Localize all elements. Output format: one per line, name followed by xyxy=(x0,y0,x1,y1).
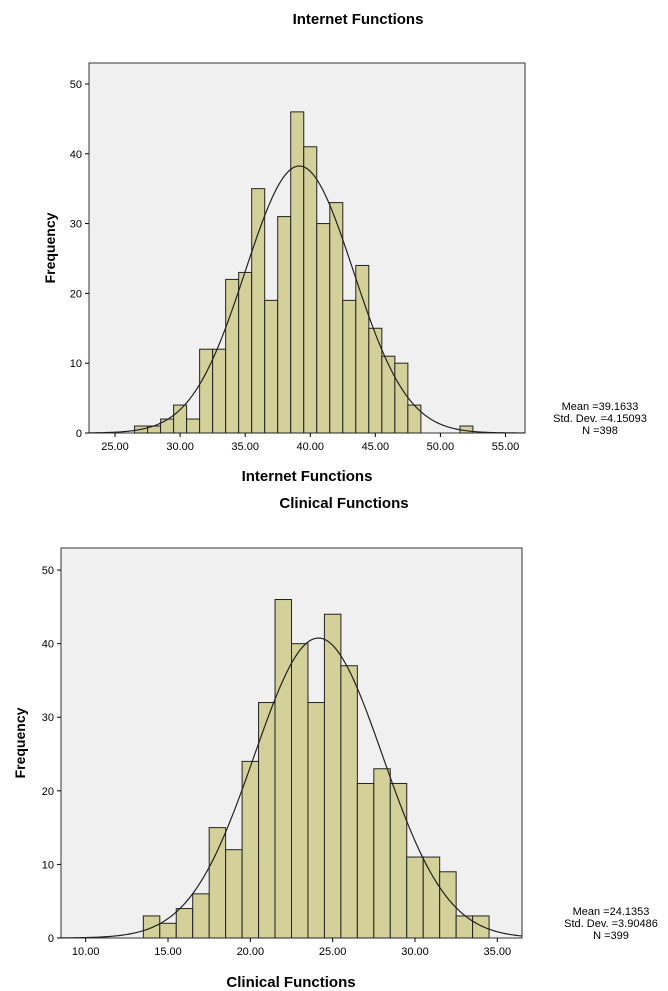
histogram-bar xyxy=(439,871,457,939)
y-axis-ticks: 0 10 20 30 40 50 xyxy=(42,565,61,945)
x-axis-ticks: 25.00 30.00 35.00 40.00 45.00 50.00 55.00 xyxy=(101,433,519,453)
stat-mean: Mean =24.1353 xyxy=(573,906,650,918)
histogram-bar xyxy=(291,643,309,939)
x-tick-label: 30.00 xyxy=(166,441,194,453)
y-tick-label: 20 xyxy=(42,786,54,798)
chart-title: Internet Functions xyxy=(293,11,424,28)
y-tick-label: 10 xyxy=(70,358,82,370)
histogram-bar xyxy=(212,348,227,434)
y-tick-label: 0 xyxy=(48,933,54,945)
histogram-bar xyxy=(307,702,325,939)
histogram-bar xyxy=(238,271,253,434)
x-tick-label: 50.00 xyxy=(427,441,455,453)
y-axis-label: Frequency xyxy=(12,707,28,778)
y-axis-ticks: 0 10 20 30 40 50 xyxy=(70,79,89,440)
normal-curve xyxy=(60,637,523,939)
x-tick-label: 40.00 xyxy=(296,441,324,453)
stat-mean: Mean =39.1633 xyxy=(562,401,639,413)
histogram-bar xyxy=(199,348,214,434)
x-tick-label: 15.00 xyxy=(154,946,182,958)
histogram-bar xyxy=(303,146,318,434)
x-tick-label: 10.00 xyxy=(72,946,100,958)
histogram-bar xyxy=(355,264,370,434)
y-tick-label: 10 xyxy=(42,859,54,871)
histogram-bar xyxy=(329,202,344,434)
histogram-bar xyxy=(340,665,358,939)
histogram-bar xyxy=(342,299,357,434)
histogram-bar xyxy=(160,418,175,434)
histogram-bar xyxy=(394,362,409,434)
histogram-bar xyxy=(192,893,210,939)
stat-std-dev: Std. Dev. =4.15093 xyxy=(553,413,647,425)
y-tick-label: 50 xyxy=(70,79,82,91)
x-tick-label: 30.00 xyxy=(401,946,429,958)
y-tick-label: 30 xyxy=(70,219,82,231)
normal-curve xyxy=(88,165,526,434)
x-axis-ticks: 10.00 15.00 20.00 25.00 30.00 35.00 xyxy=(72,938,511,958)
x-tick-label: 35.00 xyxy=(484,946,512,958)
y-tick-label: 20 xyxy=(70,288,82,300)
histogram-bar xyxy=(241,760,260,939)
histogram-bar xyxy=(175,908,194,939)
stat-n: N =398 xyxy=(582,425,618,437)
x-axis-label: Clinical Functions xyxy=(226,974,355,991)
x-tick-label: 35.00 xyxy=(231,441,259,453)
x-tick-label: 55.00 xyxy=(492,441,520,453)
histogram-bar xyxy=(225,849,243,939)
y-tick-label: 40 xyxy=(70,149,82,161)
histogram-bar xyxy=(225,278,240,434)
histogram-bar xyxy=(142,915,161,939)
y-tick-label: 50 xyxy=(42,565,54,577)
histogram-bar xyxy=(389,782,408,939)
x-tick-label: 25.00 xyxy=(319,946,347,958)
y-tick-label: 0 xyxy=(76,428,82,440)
stat-std-dev: Std. Dev. =3.90486 xyxy=(564,918,658,930)
x-tick-label: 25.00 xyxy=(101,441,129,453)
x-axis-label: Internet Functions xyxy=(242,468,373,485)
y-tick-label: 40 xyxy=(42,639,54,651)
histogram-bar xyxy=(264,299,279,434)
histogram-bar xyxy=(186,418,201,434)
histogram-bar xyxy=(277,216,292,434)
histogram-bar xyxy=(251,188,266,434)
histogram-bar xyxy=(316,223,331,434)
histogram-bar xyxy=(323,613,342,939)
clinical-functions-histogram: Clinical Functions 0 10 20 30 40 50 10.00 15.0… xyxy=(12,495,658,991)
histogram-bar xyxy=(422,856,441,939)
x-tick-label: 20.00 xyxy=(237,946,265,958)
internet-functions-histogram: Internet Functions 0 10 20 30 40 50 25.00 30.0… xyxy=(42,11,647,485)
y-tick-label: 30 xyxy=(42,712,54,724)
histogram-bar xyxy=(274,599,292,939)
histogram-bar xyxy=(381,355,396,434)
bars xyxy=(134,111,474,434)
y-axis-label: Frequency xyxy=(42,212,58,283)
stat-n: N =399 xyxy=(593,930,629,942)
histogram-bar xyxy=(472,915,490,939)
histogram-bar xyxy=(373,768,391,939)
histogram-bar xyxy=(159,922,177,939)
x-tick-label: 45.00 xyxy=(362,441,390,453)
bars xyxy=(142,599,490,939)
histogram-bar xyxy=(208,827,227,939)
histogram-bar xyxy=(290,111,305,434)
chart-title: Clinical Functions xyxy=(279,495,408,512)
histogram-bar xyxy=(356,782,375,939)
histogram-bar xyxy=(406,856,424,939)
